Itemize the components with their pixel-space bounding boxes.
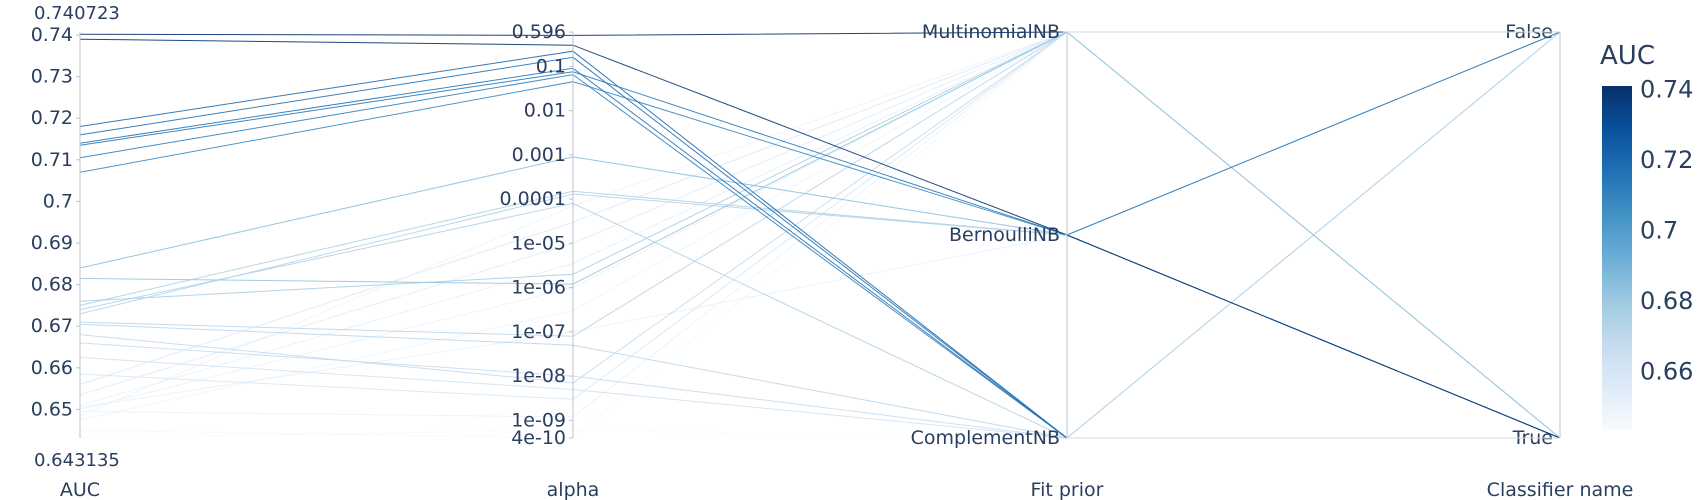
alpha-tick-label-6: 0.0001 bbox=[500, 188, 566, 210]
alpha-tick-label-4: 1e-06 bbox=[511, 277, 566, 299]
auc-tick-label-4: 0.69 bbox=[31, 232, 73, 254]
auc-tick-label-5: 0.7 bbox=[43, 190, 73, 212]
fit-prior-tick-label-2: MultinomialNB bbox=[922, 21, 1060, 43]
auc-tick-label-2: 0.67 bbox=[31, 315, 73, 337]
alpha-tick-label-7: 0.001 bbox=[512, 144, 566, 166]
alpha-tick-label-5: 1e-05 bbox=[511, 232, 566, 254]
alpha-tick-label-8: 0.01 bbox=[524, 100, 566, 122]
axis-title-alpha: alpha bbox=[547, 479, 600, 500]
colorbar: AUC 0.66 0.68 0.7 0.72 0.74 bbox=[1600, 41, 1693, 430]
data-line-1 bbox=[79, 38, 1561, 439]
data-lines bbox=[79, 31, 1561, 439]
alpha-tick-label-0: 4e-10 bbox=[511, 427, 566, 449]
data-line-25 bbox=[79, 31, 1560, 418]
alpha-tick-label-2: 1e-08 bbox=[511, 365, 566, 387]
auc-tick-label-0: 0.65 bbox=[31, 398, 73, 420]
data-line-22 bbox=[79, 31, 1560, 406]
colorbar-tick-label-3: 0.72 bbox=[1640, 146, 1693, 174]
auc-tick-label-8: 0.73 bbox=[31, 66, 73, 88]
colorbar-gradient bbox=[1602, 86, 1632, 430]
colorbar-tick-label-1: 0.68 bbox=[1640, 287, 1693, 315]
auc-tick-label-1: 0.66 bbox=[31, 357, 73, 379]
axis-title-fit-prior: Fit prior bbox=[1031, 479, 1104, 500]
colorbar-tick-label-4: 0.74 bbox=[1640, 76, 1693, 104]
colorbar-title: AUC bbox=[1600, 41, 1655, 71]
data-line-5 bbox=[79, 31, 1561, 236]
data-line-9 bbox=[79, 31, 1561, 306]
axis-title-auc: AUC bbox=[60, 479, 100, 500]
auc-tick-label-6: 0.71 bbox=[31, 149, 73, 171]
axis-title-classifier-name: Classifier name bbox=[1487, 479, 1634, 500]
data-line-3 bbox=[79, 56, 1560, 439]
auc-tick-label-7: 0.72 bbox=[31, 107, 73, 129]
data-line-13 bbox=[79, 31, 1560, 302]
data-line-11 bbox=[79, 193, 1561, 439]
data-line-16 bbox=[79, 31, 1560, 384]
data-line-27 bbox=[79, 31, 1560, 421]
colorbar-tick-label-2: 0.7 bbox=[1640, 217, 1678, 245]
auc-tick-label-3: 0.68 bbox=[31, 274, 73, 296]
data-line-8 bbox=[79, 156, 1561, 439]
auc-range-min-label: 0.643135 bbox=[34, 450, 120, 471]
data-line-0 bbox=[79, 31, 1560, 36]
alpha-tick-label-9: 0.1 bbox=[536, 55, 566, 77]
data-line-20 bbox=[79, 31, 1560, 385]
axes: 0.650.660.670.680.690.70.710.720.730.740… bbox=[31, 3, 1634, 500]
data-line-6 bbox=[79, 74, 1560, 439]
alpha-tick-label-3: 1e-07 bbox=[511, 321, 566, 343]
data-line-18 bbox=[79, 356, 1560, 439]
alpha-tick-label-1: 1e-09 bbox=[511, 409, 566, 431]
fit-prior-tick-label-0: ComplementNB bbox=[911, 427, 1060, 449]
fit-prior-tick-label-1: BernoulliNB bbox=[949, 224, 1060, 246]
colorbar-tick-label-0: 0.66 bbox=[1640, 358, 1693, 386]
auc-tick-label-9: 0.74 bbox=[31, 24, 73, 46]
alpha-tick-label-10: 0.596 bbox=[512, 21, 566, 43]
auc-range-max-label: 0.740723 bbox=[34, 3, 120, 24]
